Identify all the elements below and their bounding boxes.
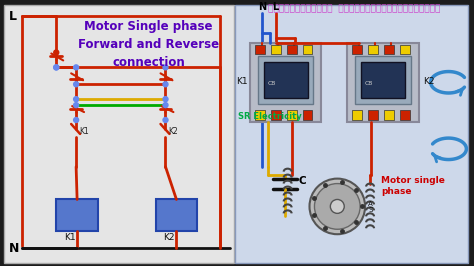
Circle shape — [54, 65, 59, 70]
Circle shape — [54, 50, 59, 55]
Circle shape — [73, 103, 79, 108]
Circle shape — [73, 118, 79, 123]
Bar — [287, 44, 297, 55]
Text: K1: K1 — [236, 77, 247, 86]
Text: K1: K1 — [64, 233, 76, 242]
Text: K2: K2 — [168, 127, 178, 136]
Circle shape — [330, 200, 344, 213]
Bar — [368, 110, 378, 120]
Circle shape — [310, 178, 365, 234]
Bar — [258, 56, 313, 104]
Text: K2: K2 — [423, 77, 434, 86]
Text: Motor single
phase: Motor single phase — [381, 176, 445, 197]
Circle shape — [73, 65, 79, 70]
Text: C8: C8 — [268, 81, 276, 86]
Text: N: N — [258, 2, 266, 12]
Bar — [287, 110, 297, 120]
Text: ធូប័លម័ត្តបង  តចេសរការតែលមួយតភប្រ: ធូប័លម័ត្តបង តចេសរការតែលមួយតភប្រ — [268, 5, 440, 14]
Text: K2: K2 — [164, 233, 175, 242]
Bar — [361, 63, 405, 98]
Circle shape — [54, 65, 59, 70]
Bar — [384, 44, 394, 55]
Circle shape — [163, 103, 168, 108]
Text: SR Electricity: SR Electricity — [238, 112, 302, 121]
Text: L: L — [9, 10, 17, 23]
Circle shape — [73, 82, 79, 87]
Bar — [255, 44, 265, 55]
Text: C8: C8 — [365, 81, 374, 86]
Text: S: S — [368, 207, 373, 213]
Text: C: C — [299, 176, 306, 186]
Bar — [271, 110, 281, 120]
Bar — [271, 44, 281, 55]
Circle shape — [163, 65, 168, 70]
Bar — [400, 44, 410, 55]
Bar — [384, 110, 394, 120]
Bar — [235, 5, 468, 263]
Bar — [352, 44, 362, 55]
Circle shape — [163, 97, 168, 102]
Bar — [347, 43, 419, 122]
Bar — [352, 110, 362, 120]
Circle shape — [314, 184, 360, 229]
Bar — [400, 110, 410, 120]
Circle shape — [163, 118, 168, 123]
Bar — [355, 56, 411, 104]
Bar — [264, 63, 308, 98]
Bar — [302, 44, 312, 55]
Bar — [255, 110, 265, 120]
Bar — [155, 200, 197, 231]
Bar — [250, 43, 321, 122]
Text: L: L — [272, 2, 278, 12]
Bar — [56, 200, 98, 231]
Text: K1: K1 — [79, 127, 89, 136]
Text: A: A — [368, 201, 373, 207]
Bar — [368, 44, 378, 55]
Circle shape — [73, 97, 79, 102]
Bar — [302, 110, 312, 120]
Text: N: N — [9, 242, 19, 255]
Circle shape — [163, 82, 168, 87]
Bar — [4, 5, 234, 263]
Text: Motor Single phase
Forward and Reverse
connection: Motor Single phase Forward and Reverse c… — [78, 20, 219, 69]
